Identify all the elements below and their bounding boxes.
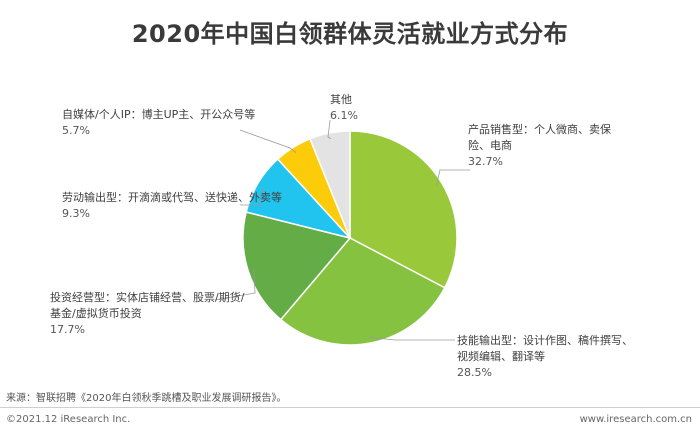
pie-slice	[309, 130, 351, 239]
leader-line	[369, 336, 455, 341]
slice-label: 技能输出型：设计作图、稿件撰写、 视频编辑、翻译等 28.5%	[457, 333, 633, 381]
slice-label-text: 投资经营型：实体店铺经营、股票/期货/	[50, 291, 245, 304]
chart-title: 2020年中国白领群体灵活就业方式分布	[131, 20, 569, 48]
leader-line	[240, 186, 264, 206]
slice-label: 其他 6.1%	[330, 92, 358, 124]
slice-label-text: 自媒体/个人IP：博主UP主、开公众号等	[62, 108, 256, 121]
leader-line	[436, 169, 470, 186]
slice-value: 9.3%	[62, 207, 90, 220]
slice-value: 5.7%	[62, 124, 90, 137]
slice-label: 投资经营型：实体店铺经营、股票/期货/基金/虚拟货币投资 17.7%	[50, 290, 244, 338]
slice-label: 产品销售型：个人微商、卖保 险、电商 32.7%	[468, 122, 611, 170]
slice-label-text: 技能输出型：设计作图、稿件撰写、	[457, 334, 633, 347]
pie-slice	[349, 130, 458, 289]
pie-slice	[242, 211, 352, 321]
slice-label: 劳动输出型：开滴滴或代驾、送快递、外卖等 9.3%	[62, 190, 282, 222]
slice-label-text: 基金/虚拟货币投资	[50, 307, 142, 320]
website: www.iresearch.com.cn	[579, 414, 692, 425]
copyright: ©2021.12 iResearch Inc.	[6, 414, 131, 425]
leader-line	[239, 129, 297, 153]
slice-value: 17.7%	[50, 323, 85, 336]
slice-label-text: 劳动输出型：开滴滴或代驾、送快递、外卖等	[62, 191, 282, 204]
slice-value: 6.1%	[330, 109, 358, 122]
slice-label-text: 其他	[330, 93, 352, 106]
slice-value: 32.7%	[468, 155, 503, 168]
slice-label-text: 产品销售型：个人微商、卖保	[468, 123, 611, 136]
leader-line	[327, 119, 332, 140]
slice-label-text: 视频编辑、翻译等	[457, 350, 545, 363]
slice-label: 自媒体/个人IP：博主UP主、开公众号等 5.7%	[62, 107, 255, 139]
leader-line	[214, 268, 256, 301]
slice-value: 28.5%	[457, 366, 492, 379]
source-note: 来源：智联招聘《2020年白领秋季跳槽及职业发展调研报告》。	[6, 393, 287, 404]
slice-label-text: 险、电商	[468, 139, 512, 152]
pie-slice	[279, 237, 446, 346]
footer-divider	[0, 407, 700, 408]
